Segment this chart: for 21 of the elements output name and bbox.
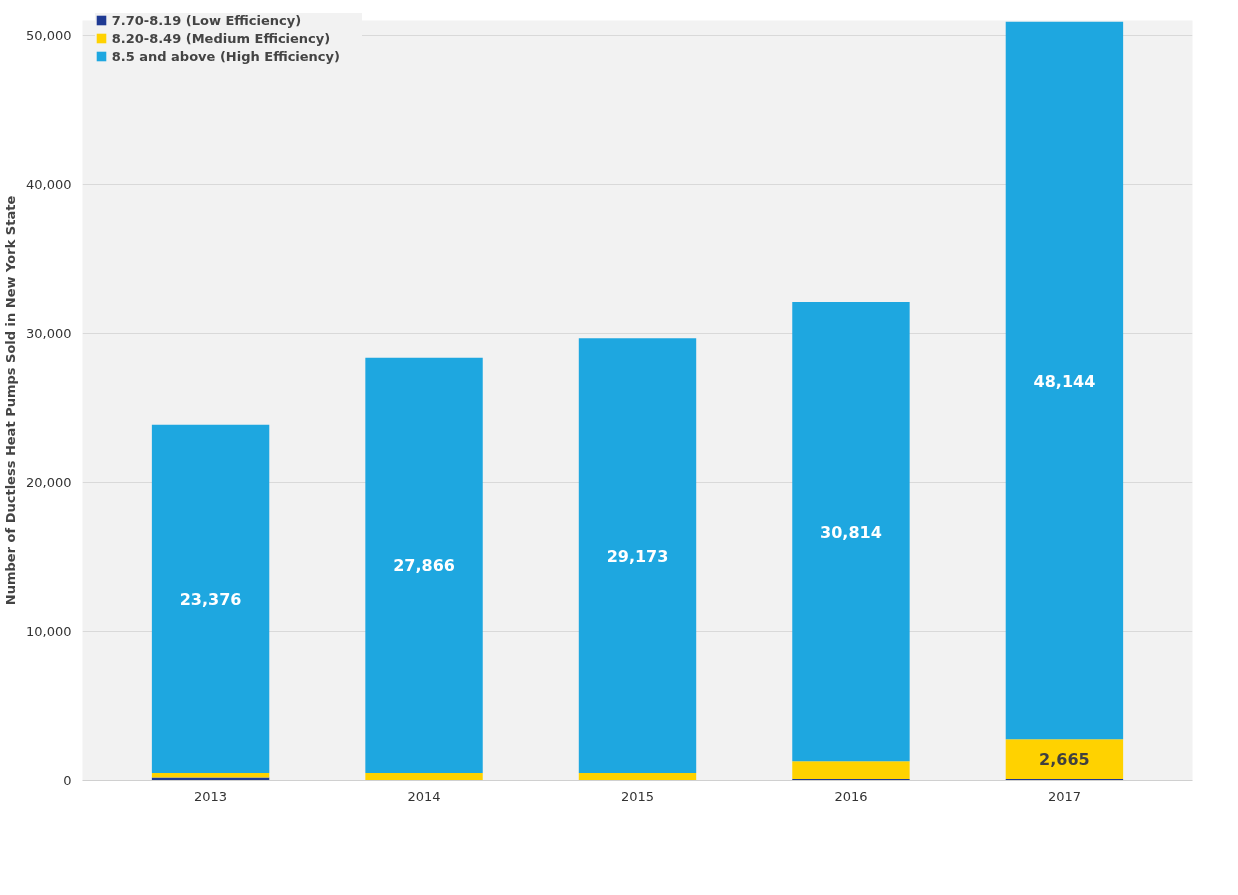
- y-axis-title: Number of Ductless Heat Pumps Sold in New York State: [3, 195, 19, 606]
- data-label: 23,376: [179, 589, 242, 609]
- legend-label: 7.70-8.19 (Low Efficiency): [111, 12, 303, 28]
- x-tick-label: 2016: [834, 788, 868, 804]
- x-tick-label: 2013: [194, 788, 228, 804]
- y-tick-label: 10,000: [26, 623, 72, 639]
- x-tick-label: 2014: [407, 788, 441, 804]
- x-tick-label: 2017: [1047, 788, 1081, 804]
- y-tick-label: 50,000: [26, 27, 72, 43]
- legend-label: 8.20-8.49 (Medium Efficiency): [111, 30, 332, 46]
- y-tick-label: 0: [63, 773, 72, 788]
- x-tick-label: 2015: [620, 788, 655, 804]
- data-label: 48,144: [1033, 371, 1096, 391]
- y-tick-label: 40,000: [26, 176, 72, 192]
- y-tick-label: 20,000: [26, 474, 72, 490]
- data-label: 29,173: [606, 546, 669, 566]
- legend-label: 8.5 and above (High Efficiency): [111, 48, 341, 64]
- y-tick-label: 30,000: [26, 325, 72, 341]
- data-label: 2,665: [1039, 750, 1090, 770]
- data-label: 27,866: [393, 556, 455, 576]
- data-label: 30,814: [820, 522, 882, 542]
